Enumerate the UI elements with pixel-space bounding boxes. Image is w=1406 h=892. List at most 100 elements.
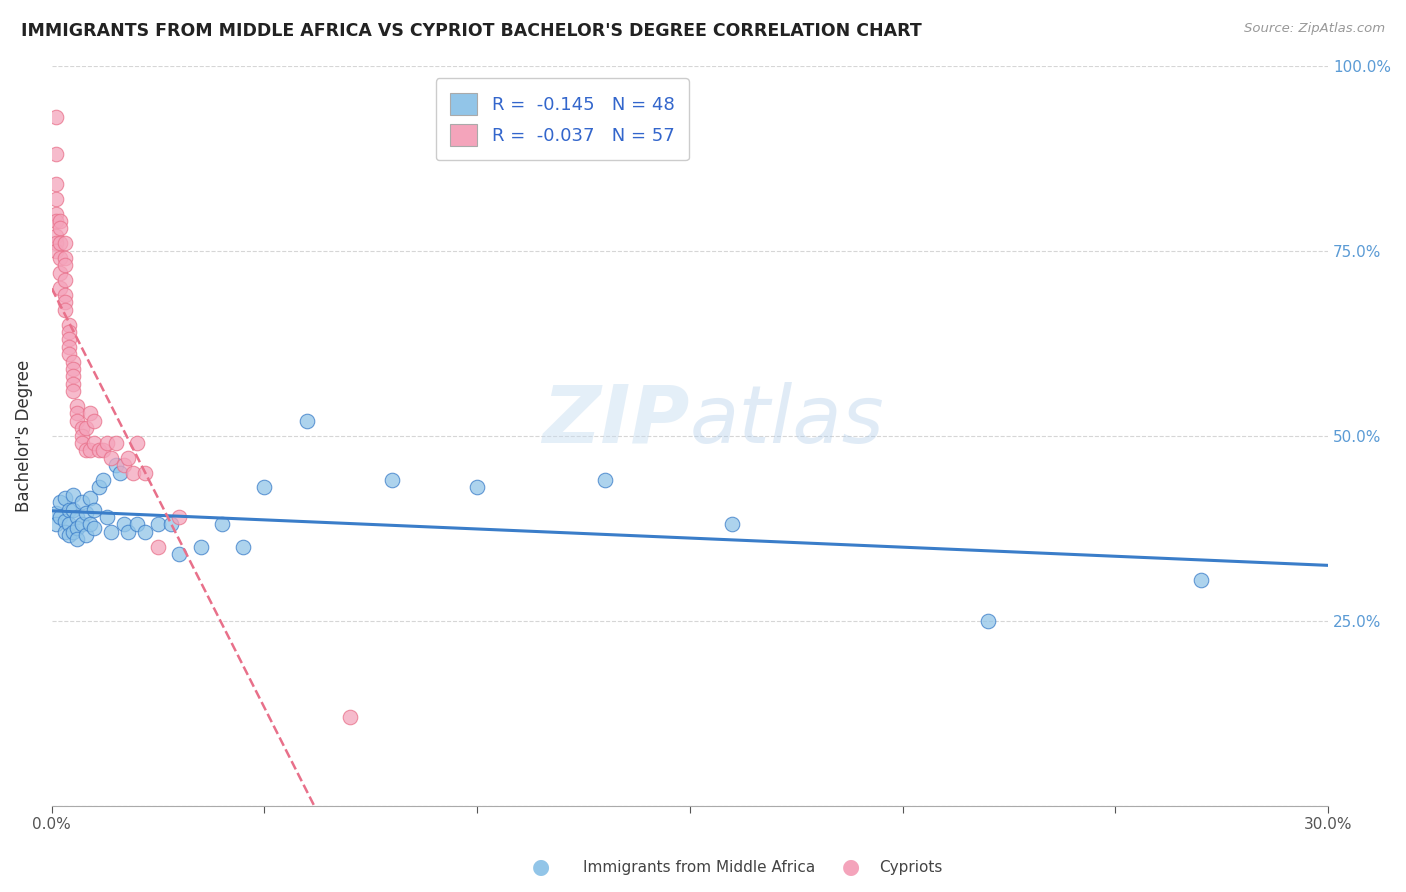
- Point: [117, 524, 139, 539]
- Text: ZIP: ZIP: [543, 382, 690, 459]
- Point: [53, 251, 76, 265]
- Point: [134, 466, 156, 480]
- Point: [83, 521, 105, 535]
- Point: [295, 414, 318, 428]
- Point: [146, 517, 169, 532]
- Point: [49, 214, 72, 228]
- Text: Source: ZipAtlas.com: Source: ZipAtlas.com: [1244, 22, 1385, 36]
- Point: [91, 473, 114, 487]
- Point: [79, 443, 101, 458]
- Point: [232, 540, 254, 554]
- Point: [53, 288, 76, 302]
- Point: [53, 236, 76, 251]
- Point: [134, 524, 156, 539]
- Point: [45, 206, 67, 220]
- Point: [58, 502, 80, 516]
- Point: [160, 517, 183, 532]
- Point: [62, 488, 84, 502]
- Text: atlas: atlas: [690, 382, 884, 459]
- Point: [79, 517, 101, 532]
- Point: [70, 421, 93, 435]
- Point: [66, 406, 89, 420]
- Point: [49, 221, 72, 235]
- Point: [100, 524, 122, 539]
- Point: [58, 340, 80, 354]
- Point: [79, 406, 101, 420]
- Point: [75, 506, 97, 520]
- Point: [66, 521, 89, 535]
- Point: [53, 295, 76, 310]
- Point: [49, 510, 72, 524]
- Point: [96, 436, 118, 450]
- Point: [58, 318, 80, 332]
- Point: [53, 491, 76, 506]
- Point: [66, 510, 89, 524]
- Point: [45, 517, 67, 532]
- Text: ●: ●: [842, 857, 859, 877]
- Point: [45, 147, 67, 161]
- Point: [1189, 573, 1212, 587]
- Point: [253, 480, 276, 494]
- Point: [53, 514, 76, 528]
- Point: [49, 251, 72, 265]
- Point: [108, 466, 131, 480]
- Point: [58, 517, 80, 532]
- Point: [62, 502, 84, 516]
- Point: [100, 450, 122, 465]
- Point: [91, 443, 114, 458]
- Point: [339, 710, 361, 724]
- Point: [381, 473, 404, 487]
- Text: ●: ●: [533, 857, 550, 877]
- Point: [75, 528, 97, 542]
- Point: [112, 458, 135, 473]
- Legend: R =  -0.145   N = 48, R =  -0.037   N = 57: R = -0.145 N = 48, R = -0.037 N = 57: [436, 78, 689, 161]
- Point: [117, 450, 139, 465]
- Point: [53, 302, 76, 317]
- Text: Cypriots: Cypriots: [879, 860, 942, 874]
- Point: [66, 414, 89, 428]
- Point: [45, 506, 67, 520]
- Point: [62, 376, 84, 391]
- Point: [96, 510, 118, 524]
- Point: [49, 266, 72, 280]
- Point: [125, 436, 148, 450]
- Point: [45, 192, 67, 206]
- Point: [45, 111, 67, 125]
- Point: [70, 517, 93, 532]
- Point: [211, 517, 233, 532]
- Point: [70, 428, 93, 442]
- Point: [112, 517, 135, 532]
- Text: Immigrants from Middle Africa: Immigrants from Middle Africa: [583, 860, 815, 874]
- Point: [104, 458, 127, 473]
- Point: [66, 399, 89, 413]
- Point: [49, 236, 72, 251]
- Point: [977, 614, 1000, 628]
- Point: [58, 325, 80, 339]
- Point: [87, 480, 110, 494]
- Point: [58, 332, 80, 346]
- Point: [169, 510, 191, 524]
- Point: [125, 517, 148, 532]
- Point: [190, 540, 212, 554]
- Point: [104, 436, 127, 450]
- Y-axis label: Bachelor's Degree: Bachelor's Degree: [15, 359, 32, 512]
- Point: [70, 495, 93, 509]
- Point: [53, 524, 76, 539]
- Point: [70, 436, 93, 450]
- Point: [45, 236, 67, 251]
- Point: [58, 528, 80, 542]
- Point: [62, 362, 84, 376]
- Point: [75, 443, 97, 458]
- Point: [45, 228, 67, 243]
- Point: [45, 214, 67, 228]
- Point: [62, 384, 84, 399]
- Point: [146, 540, 169, 554]
- Point: [49, 280, 72, 294]
- Point: [83, 414, 105, 428]
- Text: IMMIGRANTS FROM MIDDLE AFRICA VS CYPRIOT BACHELOR'S DEGREE CORRELATION CHART: IMMIGRANTS FROM MIDDLE AFRICA VS CYPRIOT…: [21, 22, 922, 40]
- Point: [121, 466, 143, 480]
- Point: [169, 547, 191, 561]
- Point: [87, 443, 110, 458]
- Point: [62, 524, 84, 539]
- Point: [79, 491, 101, 506]
